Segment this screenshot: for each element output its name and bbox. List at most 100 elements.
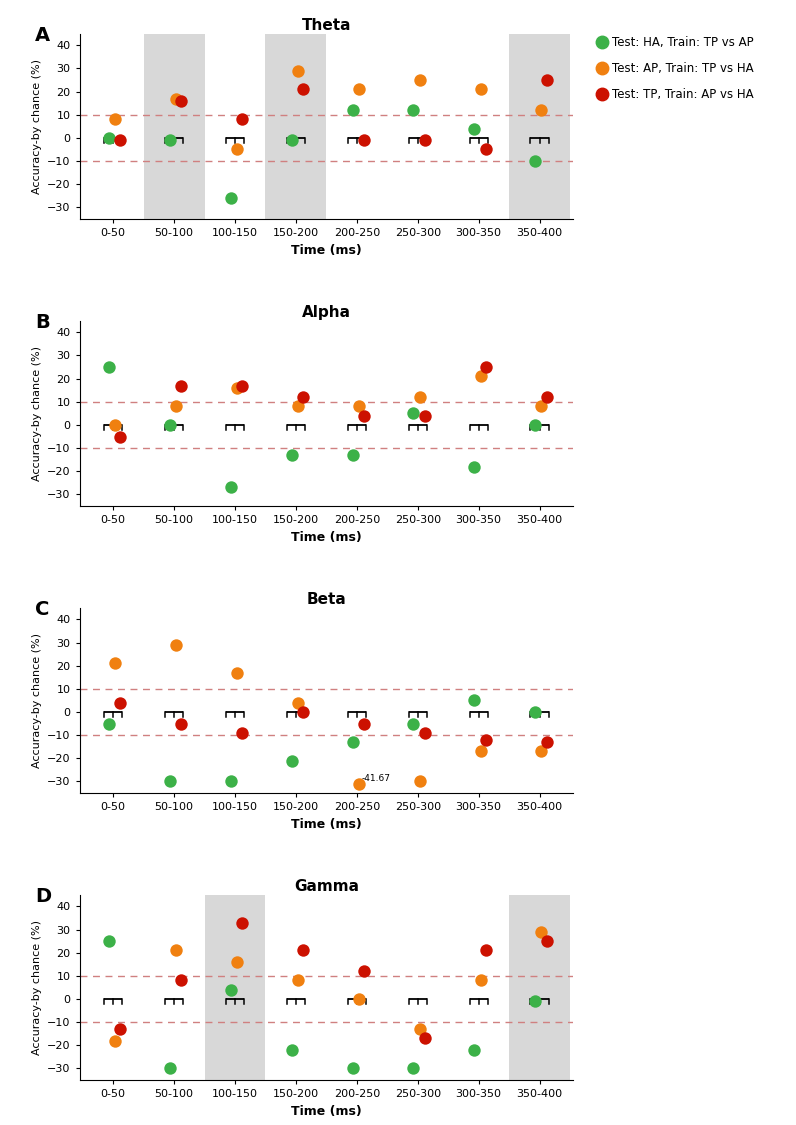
- Point: [468, 1041, 481, 1059]
- Point: [170, 397, 182, 415]
- Point: [114, 1020, 127, 1038]
- Point: [170, 636, 182, 654]
- Point: [540, 734, 553, 752]
- Point: [297, 703, 310, 721]
- Point: [480, 731, 493, 749]
- Point: [419, 1029, 431, 1047]
- Point: [529, 703, 542, 721]
- Point: [108, 416, 121, 434]
- Point: [529, 992, 542, 1010]
- Point: [357, 406, 370, 424]
- Point: [163, 416, 176, 434]
- Point: [419, 406, 431, 424]
- Point: [535, 101, 548, 119]
- Point: [346, 1060, 359, 1078]
- X-axis label: Time (ms): Time (ms): [291, 818, 361, 830]
- Point: [297, 942, 310, 960]
- Point: [540, 388, 553, 406]
- Point: [346, 101, 359, 119]
- Point: [285, 132, 298, 150]
- Point: [357, 132, 370, 150]
- Point: [163, 132, 176, 150]
- Bar: [143, 34, 205, 219]
- Point: [103, 129, 115, 147]
- Point: [346, 446, 359, 463]
- Point: [175, 714, 188, 732]
- X-axis label: Time (ms): Time (ms): [291, 1105, 361, 1117]
- Point: [236, 723, 248, 741]
- Point: [413, 1020, 426, 1038]
- Y-axis label: Accuracy-by chance (%): Accuracy-by chance (%): [32, 345, 41, 480]
- Point: [529, 152, 542, 170]
- Point: [413, 773, 426, 791]
- Point: [285, 446, 298, 463]
- Text: A: A: [35, 26, 50, 45]
- Point: [108, 1032, 121, 1050]
- Point: [163, 773, 176, 791]
- Point: [108, 110, 121, 128]
- Point: [230, 141, 243, 159]
- Point: [297, 80, 310, 98]
- Point: [114, 132, 127, 150]
- Point: [413, 388, 426, 406]
- X-axis label: Time (ms): Time (ms): [291, 531, 361, 543]
- Point: [357, 714, 370, 732]
- Point: [291, 972, 304, 990]
- Point: [291, 694, 304, 712]
- Point: [108, 655, 121, 673]
- Bar: [509, 894, 570, 1080]
- Point: [353, 990, 365, 1008]
- Point: [540, 71, 553, 89]
- Point: [224, 189, 237, 207]
- Point: [175, 972, 188, 990]
- Point: [103, 714, 115, 732]
- Point: [175, 377, 188, 395]
- Title: Gamma: Gamma: [294, 879, 359, 893]
- Point: [236, 914, 248, 932]
- Point: [224, 478, 237, 496]
- Point: [224, 981, 237, 999]
- Title: Beta: Beta: [306, 592, 346, 606]
- Point: [230, 379, 243, 397]
- Point: [535, 397, 548, 415]
- Y-axis label: Accuracy-by chance (%): Accuracy-by chance (%): [32, 58, 41, 194]
- Point: [407, 404, 419, 422]
- Point: [407, 714, 419, 732]
- Title: Alpha: Alpha: [302, 305, 351, 319]
- Point: [357, 962, 370, 980]
- Legend: Test: HA, Train: TP vs AP, Test: AP, Train: TP vs HA, Test: TP, Train: AP vs HA: Test: HA, Train: TP vs AP, Test: AP, Tra…: [599, 36, 753, 101]
- Bar: [509, 34, 570, 219]
- Point: [236, 110, 248, 128]
- Point: [474, 972, 487, 990]
- Point: [535, 742, 548, 760]
- Point: [291, 62, 304, 80]
- Y-axis label: Accuracy-by chance (%): Accuracy-by chance (%): [32, 920, 41, 1055]
- Point: [540, 933, 553, 951]
- Point: [170, 942, 182, 960]
- X-axis label: Time (ms): Time (ms): [291, 243, 361, 256]
- Point: [236, 377, 248, 395]
- Point: [103, 933, 115, 951]
- Text: D: D: [35, 888, 51, 907]
- Point: [114, 694, 127, 712]
- Point: [474, 80, 487, 98]
- Point: [163, 1060, 176, 1078]
- Point: [353, 775, 365, 793]
- Point: [468, 458, 481, 476]
- Point: [419, 132, 431, 150]
- Point: [297, 388, 310, 406]
- Point: [407, 101, 419, 119]
- Point: [468, 692, 481, 710]
- Point: [468, 119, 481, 137]
- Text: C: C: [35, 601, 49, 620]
- Point: [291, 397, 304, 415]
- Point: [230, 664, 243, 682]
- Bar: [265, 34, 326, 219]
- Point: [346, 734, 359, 752]
- Point: [529, 416, 542, 434]
- Point: [285, 752, 298, 770]
- Point: [353, 80, 365, 98]
- Point: [480, 942, 493, 960]
- Y-axis label: Accuracy-by chance (%): Accuracy-by chance (%): [32, 633, 41, 768]
- Point: [103, 358, 115, 376]
